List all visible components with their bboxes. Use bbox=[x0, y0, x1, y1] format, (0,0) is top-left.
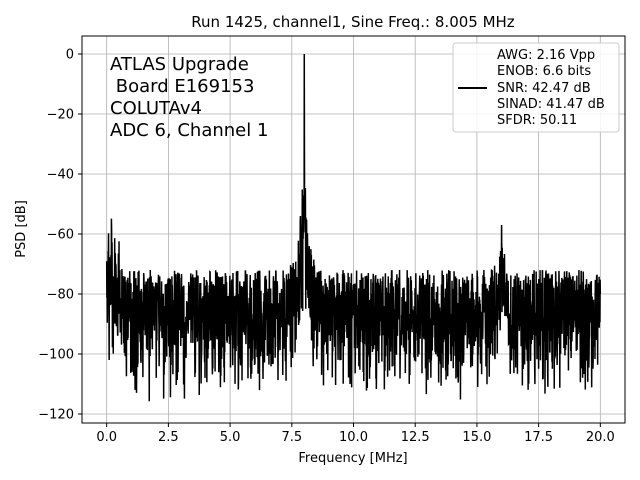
x-axis: 0.0 2.5 5.0 7.5 10.0 12.5 15.0 17.5 20.0 bbox=[96, 423, 615, 445]
y-tick-label: −80 bbox=[47, 288, 74, 303]
x-tick-label: 2.5 bbox=[158, 430, 179, 445]
y-tick-label: −20 bbox=[47, 108, 74, 123]
x-tick-label: 0.0 bbox=[96, 430, 117, 445]
x-tick-label: 15.0 bbox=[462, 430, 491, 445]
annotation-line-1: ATLAS Upgrade bbox=[110, 54, 249, 75]
chart-title: Run 1425, channel1, Sine Freq.: 8.005 MH… bbox=[191, 13, 515, 31]
y-axis-label: PSD [dB] bbox=[14, 200, 29, 258]
psd-series-line bbox=[105, 53, 602, 402]
legend: AWG: 2.16 Vpp ENOB: 6.6 bits SNR: 42.47 … bbox=[452, 42, 620, 133]
annotation-text: ATLAS Upgrade Board E169153 COLUTAv4 ADC… bbox=[110, 54, 268, 141]
legend-line-2: ENOB: 6.6 bits bbox=[497, 64, 591, 79]
x-tick-label: 7.5 bbox=[281, 430, 302, 445]
x-axis-label: Frequency [MHz] bbox=[298, 451, 407, 466]
y-tick-label: −40 bbox=[47, 168, 74, 183]
x-tick-label: 17.5 bbox=[524, 430, 553, 445]
x-tick-label: 20.0 bbox=[586, 430, 615, 445]
y-tick-label: 0 bbox=[66, 48, 74, 63]
legend-line-4: SINAD: 41.47 dB bbox=[497, 97, 605, 112]
y-axis: 0 −20 −40 −60 −80 −100 −120 bbox=[38, 48, 82, 423]
annotation-line-3: COLUTAv4 bbox=[110, 98, 202, 119]
y-tick-label: −100 bbox=[38, 348, 74, 363]
legend-line-5: SFDR: 50.11 bbox=[497, 113, 577, 128]
x-tick-label: 12.5 bbox=[401, 430, 430, 445]
y-tick-label: −60 bbox=[47, 228, 74, 243]
y-tick-label: −120 bbox=[38, 408, 74, 423]
legend-box bbox=[452, 42, 620, 133]
legend-line-3: SNR: 42.47 dB bbox=[497, 81, 591, 96]
legend-line-1: AWG: 2.16 Vpp bbox=[497, 48, 595, 63]
x-tick-label: 5.0 bbox=[220, 430, 241, 445]
psd-trace bbox=[105, 53, 602, 402]
annotation-line-4: ADC 6, Channel 1 bbox=[110, 120, 268, 141]
annotation-line-2: Board E169153 bbox=[110, 76, 254, 97]
x-tick-label: 10.0 bbox=[339, 430, 368, 445]
